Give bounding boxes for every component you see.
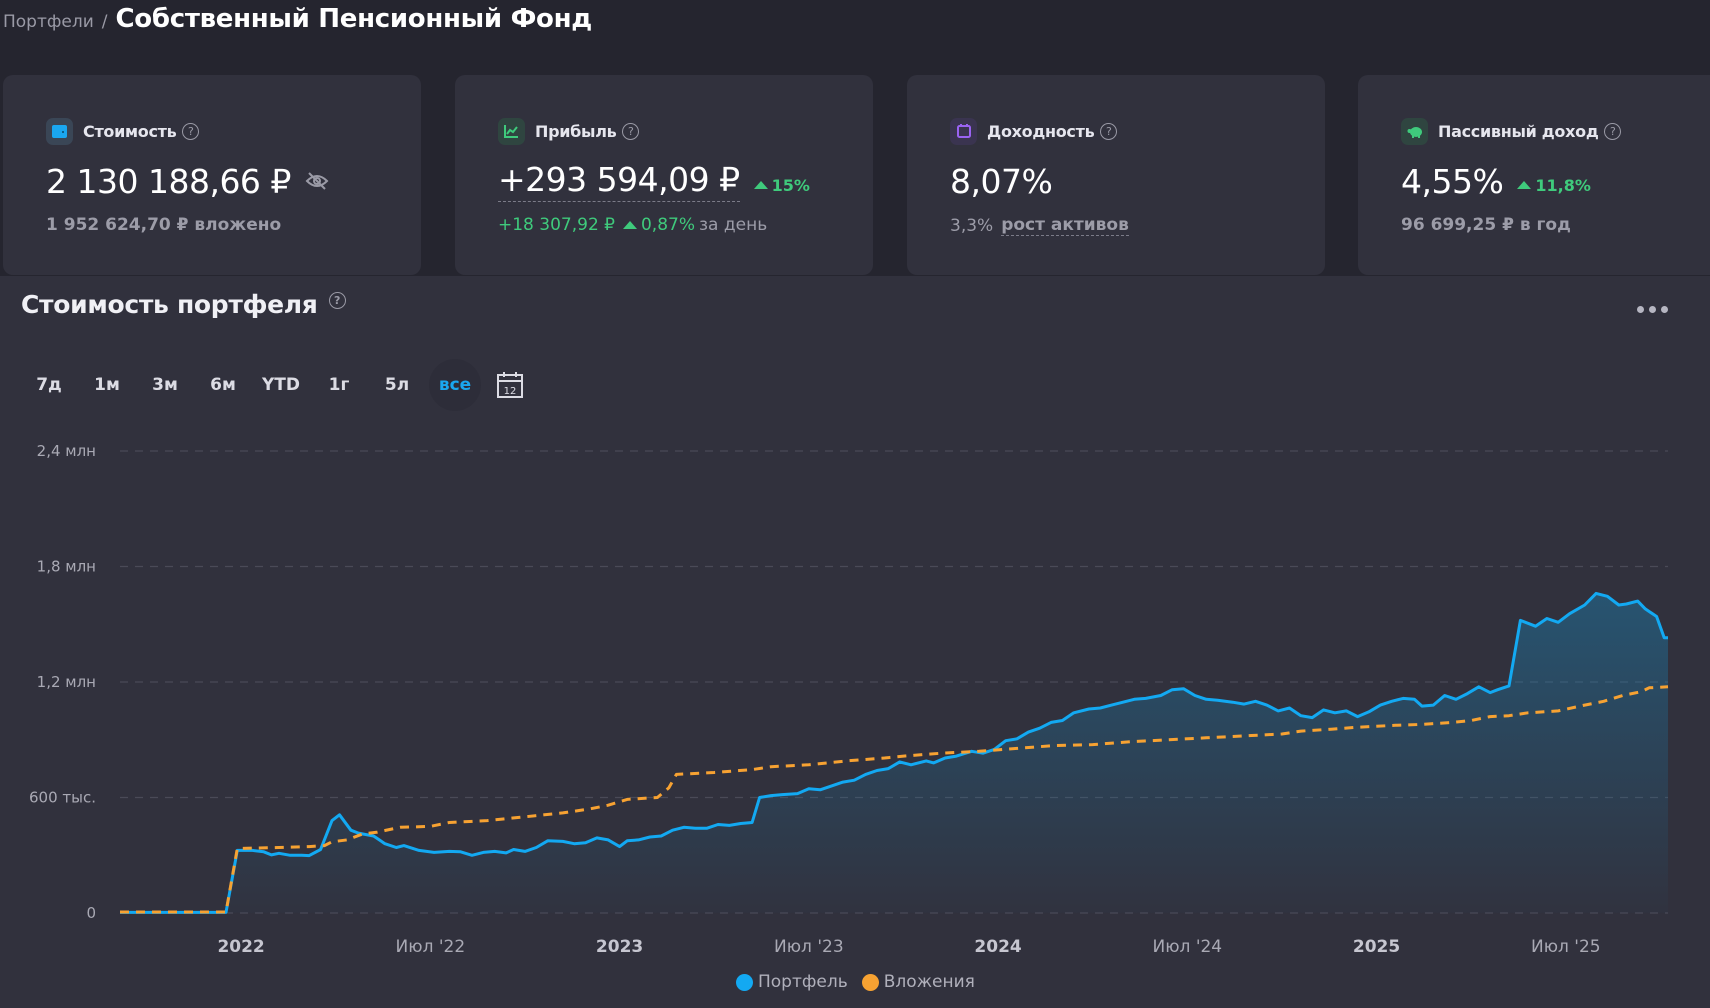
- card-profit: Прибыль ? +293 594,09 ₽ 15% +18 307,92 ₽…: [455, 75, 873, 275]
- arrow-up-icon: [1517, 181, 1532, 189]
- breadcrumb-separator: /: [101, 12, 108, 32]
- help-icon[interactable]: ?: [328, 292, 346, 309]
- breadcrumb: Портфели / Собственный Пенсионный Фонд: [3, 4, 592, 44]
- help-icon[interactable]: ?: [182, 122, 200, 140]
- card-value-total: Стоимость ? 2 130 188,66 ₽ 1 952 624,70 …: [3, 75, 421, 275]
- range-6m[interactable]: 6м: [210, 375, 236, 395]
- delta-value: 15%: [771, 175, 810, 195]
- x-tick-label: Июл '25: [1531, 937, 1601, 957]
- calendar-day: 12: [504, 386, 517, 397]
- range-all[interactable]: все: [429, 359, 481, 411]
- chart-legend: Портфель Вложения: [736, 972, 975, 992]
- range-1m[interactable]: 1м: [94, 375, 120, 395]
- legend-dot-icon: [736, 973, 753, 991]
- day-change-percent: 0,87%: [622, 215, 695, 235]
- x-tick-label: 2022: [217, 937, 264, 957]
- x-axis: 2022 Июл '22 2023 Июл '23 2024 Июл '24 2025 Июл…: [217, 937, 1600, 957]
- help-icon[interactable]: ?: [1100, 122, 1118, 140]
- day-change-value: +18 307,92 ₽: [498, 215, 615, 235]
- y-tick-label: 0: [86, 904, 96, 922]
- asset-growth-value: 3,3%: [950, 215, 994, 236]
- delta-badge: 15%: [753, 175, 810, 195]
- legend-label: Портфель: [758, 972, 848, 992]
- calendar-icon: 12: [497, 372, 523, 398]
- piggy-bank-icon: [1401, 117, 1428, 145]
- card-value: 2 130 188,66 ₽: [46, 161, 291, 201]
- portfolio-line-chart: 0 600 тыс. 1,2 млн 1,8 млн 2,4 млн 2022 Июл '…: [29, 442, 1669, 957]
- legend-item-investments[interactable]: Вложения: [861, 972, 975, 992]
- dot: [1649, 306, 1656, 313]
- dot: [1637, 306, 1644, 313]
- series-group: [120, 591, 1669, 914]
- help-icon[interactable]: ?: [1604, 122, 1622, 140]
- dot: [1661, 306, 1668, 313]
- panel-title-text: Стоимость портфеля: [21, 290, 318, 319]
- y-tick-label: 2,4 млн: [37, 442, 96, 460]
- range-selector: 7д 1м 3м 6м YTD 1г 5л все 12: [20, 359, 530, 411]
- wallet-icon: [46, 117, 73, 145]
- portfolio-chart-panel: Стоимость портфеля ? 7д 1м 3м 6м YTD 1г …: [0, 276, 1710, 1008]
- range-ytd[interactable]: YTD: [261, 375, 301, 395]
- card-sub: 1 952 624,70 ₽ вложено: [46, 215, 282, 235]
- delta-value: 11,8%: [1535, 175, 1591, 195]
- legend-dot-icon: [861, 973, 879, 991]
- y-tick-label: 1,8 млн: [37, 558, 96, 576]
- legend-label: Вложения: [883, 972, 975, 992]
- more-options-button[interactable]: [1637, 306, 1668, 313]
- calendar-picker-button[interactable]: 12: [490, 360, 530, 410]
- card-yield: Доходность ? 8,07% 3,3% рост активов: [907, 75, 1325, 275]
- day-change-suffix: за день: [699, 215, 768, 235]
- x-tick-label: Июл '22: [396, 937, 466, 957]
- card-value[interactable]: +293 594,09 ₽: [498, 160, 740, 202]
- card-label: Прибыль: [535, 121, 617, 141]
- card-passive-income: Пассивный доход ? 4,55% 11,8% 96 699,25 …: [1358, 75, 1710, 275]
- card-value: 8,07%: [950, 161, 1053, 201]
- card-label: Стоимость: [83, 121, 177, 141]
- arrow-up-icon: [753, 181, 768, 189]
- y-tick-label: 1,2 млн: [37, 673, 96, 691]
- eye-slash-icon[interactable]: [305, 171, 329, 191]
- help-icon[interactable]: ?: [622, 122, 640, 140]
- range-7d[interactable]: 7д: [36, 375, 62, 395]
- series-line-portfolio: [120, 591, 1668, 914]
- calendar-icon: [950, 117, 977, 145]
- asset-growth-link[interactable]: рост активов: [1001, 215, 1129, 236]
- range-1y[interactable]: 1г: [328, 375, 350, 395]
- legend-item-portfolio[interactable]: Портфель: [736, 972, 848, 992]
- x-tick-label: 2024: [974, 937, 1021, 957]
- delta-badge: 11,8%: [1517, 176, 1591, 195]
- y-axis: 0 600 тыс. 1,2 млн 1,8 млн 2,4 млн: [29, 442, 96, 922]
- panel-title: Стоимость портфеля ?: [21, 290, 346, 319]
- page-title: Собственный Пенсионный Фонд: [115, 4, 593, 34]
- arrow-up-icon: [622, 221, 637, 229]
- card-label: Доходность: [987, 121, 1095, 141]
- x-tick-label: 2025: [1353, 937, 1400, 957]
- breadcrumb-parent-link[interactable]: Портфели: [3, 12, 94, 32]
- x-tick-label: 2023: [596, 937, 643, 957]
- range-3m[interactable]: 3м: [152, 375, 178, 395]
- y-tick-label: 600 тыс.: [29, 789, 96, 807]
- card-label: Пассивный доход: [1438, 121, 1599, 141]
- card-value: 4,55%: [1401, 161, 1504, 201]
- series-area-portfolio: [120, 593, 1668, 913]
- x-tick-label: Июл '23: [774, 937, 844, 957]
- day-change-percent-value: 0,87%: [640, 215, 695, 235]
- chart-up-icon: [498, 117, 525, 145]
- range-5y[interactable]: 5л: [384, 375, 410, 395]
- x-tick-label: Июл '24: [1153, 937, 1223, 957]
- card-sub: 96 699,25 ₽ в год: [1401, 215, 1571, 235]
- summary-cards: Стоимость ? 2 130 188,66 ₽ 1 952 624,70 …: [3, 75, 1710, 275]
